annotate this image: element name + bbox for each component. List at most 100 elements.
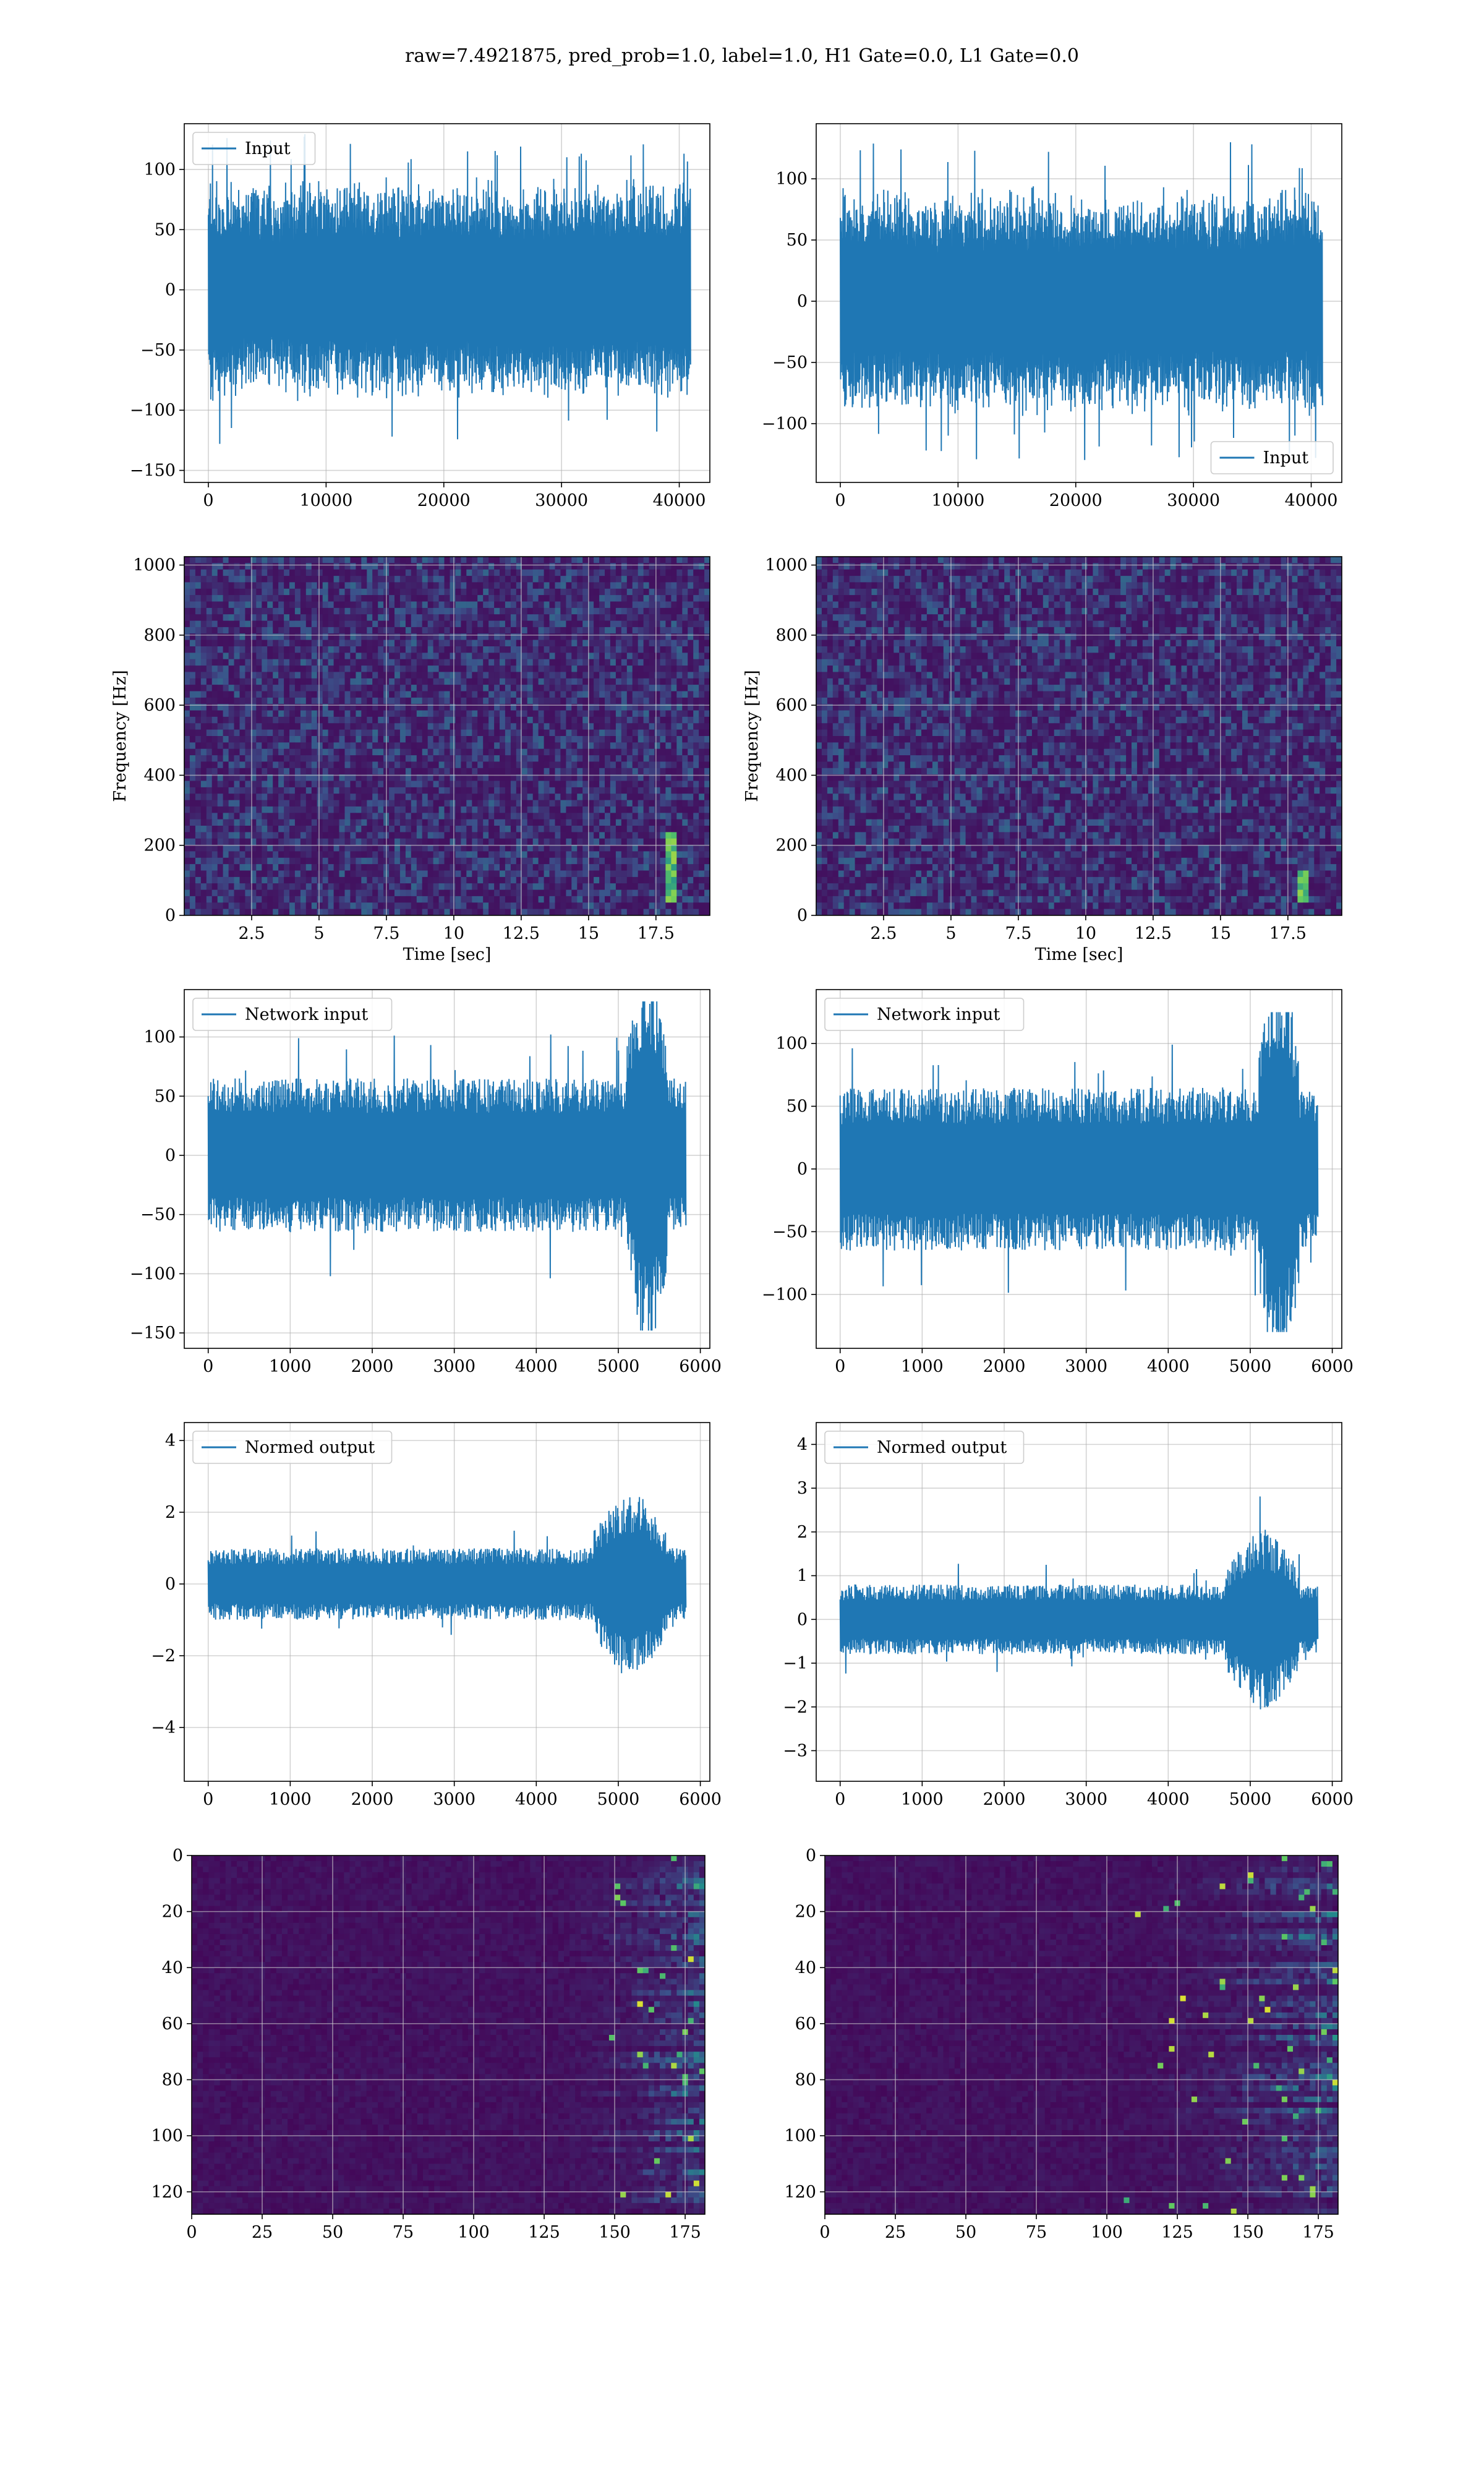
- series-line-normed-output-h1: [207, 1497, 687, 1674]
- y-tick-label: 100: [784, 2126, 816, 2146]
- panel-input-h1: 0 10000 20000 30000 40000 −150 −100 −50 0 50 100 In…: [130, 123, 710, 510]
- y-tick-label: 600: [775, 696, 808, 715]
- x-tick-label: 50: [322, 2223, 343, 2242]
- x-tick-label: 5: [945, 924, 956, 943]
- x-tick-label: 50: [955, 2223, 976, 2242]
- x-tick-label: 1000: [901, 1357, 944, 1376]
- axes-frame: [824, 1855, 1339, 2215]
- axes-frame: [184, 1422, 710, 1782]
- x-tick-label: 125: [528, 2223, 560, 2242]
- y-tick-label: −50: [140, 1205, 176, 1225]
- panel-spectrogram-l1: 2.5 5 7.5 10 12.5 15 17.5 0 200 400 600 800 1000 Time…: [743, 556, 1342, 964]
- y-tick-label: 2: [797, 1523, 808, 1542]
- x-tick-label: 2000: [983, 1357, 1026, 1376]
- heatmap-cells: [825, 1856, 1338, 2214]
- x-tick-label: 20000: [417, 491, 471, 510]
- y-tick-label: 50: [787, 1097, 808, 1116]
- y-tick-label: −100: [130, 401, 176, 420]
- panel-normed-output-l1: 0 1000 2000 3000 4000 5000 6000 −3 −2 −1 0 1 2 3 4 Norm…: [783, 1422, 1354, 1809]
- panel-feature-map-h1: 0 25 50 75 100 125 150 175 0 20 40 60 80 100 120: [151, 1846, 706, 2242]
- x-tick-label: 10: [1075, 924, 1096, 943]
- x-tick-label: 10000: [299, 491, 352, 510]
- panel-normed-output-h1: 0 1000 2000 3000 4000 5000 6000 −4 −2 0 2 4 Normed o…: [151, 1422, 722, 1809]
- y-tick-label: −100: [130, 1264, 176, 1283]
- y-tick-label: 0: [797, 292, 808, 311]
- x-tick-label: 5000: [597, 1357, 640, 1376]
- legend-label: Network input: [245, 1005, 368, 1024]
- y-tick-label: 4: [797, 1435, 808, 1454]
- x-tick-label: 0: [835, 491, 845, 510]
- legend-label: Input: [245, 139, 291, 158]
- x-tick-label: 4000: [515, 1357, 558, 1376]
- x-tick-label: 6000: [679, 1790, 722, 1809]
- axes-frame: [191, 1855, 706, 2215]
- y-tick-label: −100: [762, 414, 808, 434]
- axes-frame: [816, 556, 1342, 916]
- x-tick-label: 2.5: [870, 924, 897, 943]
- x-tick-label: 20000: [1049, 491, 1102, 510]
- panel-feature-map-l1: 0 25 50 75 100 125 150 175 0 20 40 60 80 100 120: [784, 1846, 1339, 2242]
- y-tick-label: 0: [173, 1846, 183, 1865]
- x-tick-label: 100: [458, 2223, 490, 2242]
- y-tick-label: 0: [165, 1575, 176, 1594]
- heatmap-cells: [816, 557, 1342, 915]
- y-tick-label: 100: [775, 169, 808, 189]
- panel-input-l1: 0 10000 20000 30000 40000 −100 −50 0 50 100 Input: [762, 123, 1342, 510]
- x-tick-label: 25: [252, 2223, 273, 2242]
- x-tick-label: 2000: [351, 1790, 394, 1809]
- legend-box: [192, 1431, 393, 1464]
- legend-box: [1210, 441, 1334, 474]
- y-tick-label: 100: [775, 1034, 808, 1053]
- y-tick-label: 600: [143, 696, 176, 715]
- x-tick-label: 1000: [901, 1790, 944, 1809]
- x-tick-label: 17.5: [1269, 924, 1307, 943]
- y-axis-label: Frequency [Hz]: [743, 670, 762, 802]
- y-tick-label: 3: [797, 1479, 808, 1498]
- y-tick-label: −50: [140, 341, 176, 360]
- x-tick-label: 175: [1302, 2223, 1334, 2242]
- legend-box: [824, 998, 1025, 1031]
- legend-label: Normed output: [877, 1438, 1007, 1457]
- y-tick-label: 1000: [765, 556, 808, 575]
- y-tick-label: 80: [795, 2071, 816, 2090]
- series-line-network-input-l1: [839, 1012, 1319, 1332]
- x-tick-label: 10: [443, 924, 464, 943]
- y-tick-label: 0: [806, 1846, 816, 1865]
- series-line-input-h1: [208, 134, 691, 444]
- y-tick-label: 0: [797, 1160, 808, 1179]
- series-line-network-input-h1: [207, 1001, 687, 1331]
- legend-box: [824, 1431, 1025, 1464]
- legend-box: [192, 998, 393, 1031]
- x-tick-label: 0: [819, 2223, 830, 2242]
- y-tick-label: 2: [165, 1503, 176, 1522]
- x-tick-label: 1000: [269, 1790, 312, 1809]
- y-tick-label: −1: [783, 1654, 808, 1673]
- y-tick-label: 0: [165, 1146, 176, 1165]
- y-tick-label: −3: [783, 1741, 808, 1760]
- y-tick-label: 800: [775, 626, 808, 645]
- x-tick-label: 125: [1161, 2223, 1193, 2242]
- x-tick-label: 3000: [1065, 1790, 1107, 1809]
- y-tick-label: 0: [165, 281, 176, 300]
- x-tick-label: 7.5: [1005, 924, 1031, 943]
- y-tick-label: 20: [162, 1903, 183, 1922]
- y-tick-label: 200: [143, 836, 176, 855]
- y-tick-label: 50: [787, 231, 808, 250]
- legend: Network input: [824, 998, 1025, 1031]
- legend-label: Input: [1263, 448, 1309, 468]
- y-axis-label: Frequency [Hz]: [111, 670, 130, 802]
- y-tick-label: 1: [797, 1567, 808, 1586]
- y-tick-label: −100: [762, 1285, 808, 1304]
- panel-spectrogram-h1: 2.5 5 7.5 10 12.5 15 17.5 0 200 400 600 800 1000 Time…: [111, 556, 710, 964]
- x-tick-label: 0: [203, 491, 213, 510]
- panel-network-input-h1: 0 1000 2000 3000 4000 5000 6000 −150 −100 −50 0 50 1…: [130, 989, 722, 1376]
- x-tick-label: 75: [1026, 2223, 1047, 2242]
- axes-frame: [184, 989, 710, 1349]
- x-tick-label: 6000: [1311, 1790, 1354, 1809]
- y-tick-label: 200: [775, 836, 808, 855]
- legend-box: [192, 132, 316, 165]
- legend-label: Normed output: [245, 1438, 375, 1457]
- x-tick-label: 17.5: [638, 924, 675, 943]
- y-tick-label: −2: [151, 1646, 176, 1666]
